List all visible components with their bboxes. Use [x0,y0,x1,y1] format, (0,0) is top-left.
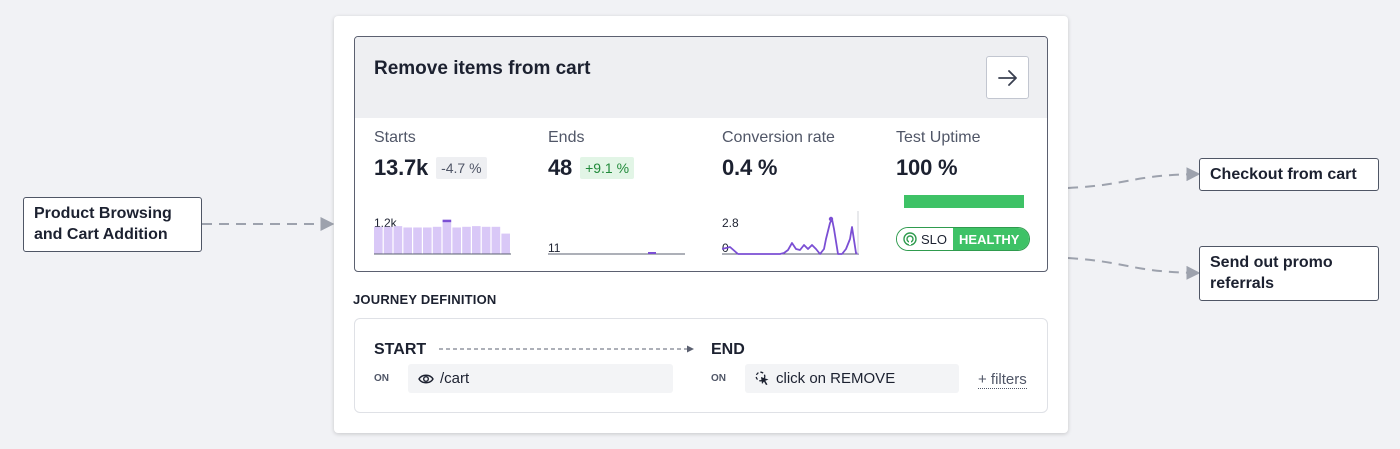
metric-ends: Ends 48 +9.1 % 11 [548,129,708,255]
starts-bar [413,227,422,254]
metric-ends-value: 48 [548,155,573,180]
edge-card-to-promo [1067,257,1201,280]
conversion-sparkline: 2.8 0 [722,211,859,255]
metric-starts-label: Starts [374,129,416,146]
metric-starts-value: 13.7k [374,155,429,180]
eye-icon [418,374,434,383]
slo-label: SLO [921,231,948,247]
start-label: START [374,341,427,358]
node-checkout-from-cart[interactable]: Checkout from cart [1199,158,1379,191]
ends-sparkline: 11 [548,241,685,255]
start-condition[interactable]: /cart [408,364,673,393]
conversion-peak-dot [828,216,834,222]
uptime-bar [904,195,1024,208]
starts-bar [442,220,452,254]
metric-uptime: Test Uptime 100 % SLO HEALTHY [896,129,1047,251]
end-label: END [711,341,745,358]
journey-card: Remove items from cart Starts 13.7k -4.7… [334,16,1068,433]
cursor-click-icon [755,371,769,385]
add-filters-link[interactable]: + filters [978,371,1027,389]
node-send-promo-line1: Send out promo [1210,254,1333,271]
starts-bar [481,226,491,254]
edge-card-to-checkout [1067,167,1201,189]
starts-bar [383,226,393,254]
starts-bar [374,226,383,254]
metric-uptime-label: Test Uptime [896,129,981,146]
journey-definition-title: JOURNEY DEFINITION [353,292,497,307]
starts-sparkline: 1.2k 0 [374,216,511,255]
conversion-line [722,218,859,255]
starts-bar [423,227,432,254]
metric-conversion: Conversion rate 0.4 % 2.8 0 [722,129,882,255]
slo-gauge-icon [903,232,917,246]
ends-spark-min: 11 [548,241,561,255]
starts-bar [472,226,481,254]
journey-header: Remove items from cart [355,37,1047,118]
starts-bar [491,226,501,254]
end-condition[interactable]: click on REMOVE [745,364,959,393]
starts-bar [462,226,471,254]
node-checkout-label: Checkout from cart [1210,166,1357,183]
starts-bar [432,226,442,254]
end-on-label: ON [711,373,726,384]
starts-bar [452,227,461,254]
end-condition-text: click on REMOVE [776,370,896,387]
metric-starts-delta: -4.7 % [436,157,487,179]
start-to-end-arrow [439,345,694,353]
node-send-promo[interactable]: Send out promo referrals [1199,246,1379,301]
start-condition-text: /cart [440,370,470,387]
metric-uptime-value: 100 % [896,155,958,180]
metric-ends-delta: +9.1 % [580,157,635,179]
metric-ends-label: Ends [548,129,585,146]
starts-spark-max: 1.2k [374,216,398,230]
starts-bar [393,226,403,254]
journey-title: Remove items from cart [374,58,591,79]
node-send-promo-line2: referrals [1210,275,1275,292]
journey-definition: START END ON /cart ON click [354,318,1048,413]
journey-summary[interactable]: Remove items from cart Starts 13.7k -4.7… [354,36,1048,272]
node-product-browsing-line1: Product Browsing [34,205,172,222]
arrow-right-icon [997,69,1017,86]
starts-bar [403,227,412,254]
node-product-browsing-line2: and Cart Addition [34,226,168,243]
start-on-label: ON [374,373,389,384]
metric-starts: Starts 13.7k -4.7 % 1.2k 0 [374,129,534,255]
starts-bar [501,233,510,254]
conversion-spark-max: 2.8 [722,216,739,230]
slo-status: HEALTHY [953,228,1030,250]
open-journey-button[interactable] [986,56,1029,99]
metric-conversion-value: 0.4 % [722,155,778,180]
starts-bar-peak [442,219,452,223]
slo-status-badge[interactable]: SLO HEALTHY [896,227,1031,251]
node-product-browsing[interactable]: Product Browsing and Cart Addition [23,197,202,252]
metric-conversion-label: Conversion rate [722,129,835,146]
